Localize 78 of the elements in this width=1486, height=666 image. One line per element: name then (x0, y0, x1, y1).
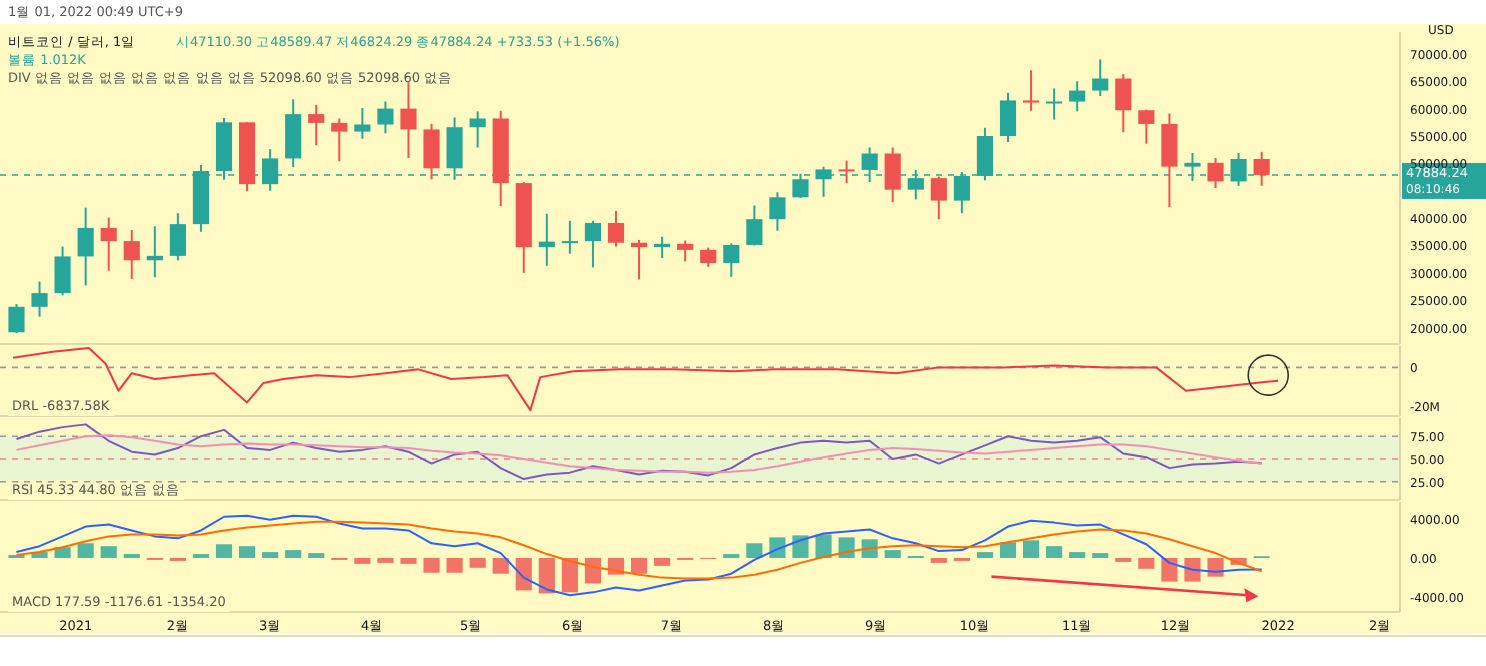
candlestick (377, 100, 394, 135)
bar (999, 542, 1017, 558)
candlestick (1092, 58, 1109, 98)
bar (1022, 540, 1040, 558)
line-series (15, 434, 1263, 474)
bar (446, 557, 463, 573)
bar (976, 552, 994, 558)
bar (815, 534, 832, 558)
line-series (15, 520, 1263, 580)
candlestick (331, 117, 348, 163)
candlestick (8, 303, 25, 335)
candlestick (31, 280, 48, 318)
candlestick (584, 219, 602, 269)
candlestick (308, 103, 325, 147)
bar (654, 557, 671, 566)
candlestick (146, 225, 163, 279)
candlestick (538, 212, 555, 267)
candlestick (400, 81, 417, 159)
bar (77, 543, 94, 558)
bar (884, 550, 901, 558)
candlestick (1069, 80, 1086, 113)
bar (285, 550, 302, 558)
bar (354, 557, 371, 564)
candlestick (677, 239, 694, 263)
candlestick (469, 110, 486, 149)
bar (469, 557, 486, 568)
candlestick (1046, 87, 1063, 121)
candlestick (1207, 156, 1224, 189)
bar (1161, 557, 1178, 582)
candlestick (769, 191, 786, 232)
candlestick (884, 146, 901, 204)
bar (238, 546, 256, 558)
candlestick (999, 91, 1017, 144)
bar (1138, 557, 1155, 569)
bar (515, 557, 532, 591)
bar (561, 557, 578, 593)
candlestick (423, 122, 440, 181)
candlestick (654, 235, 671, 260)
candlestick (561, 219, 578, 255)
candlestick (1161, 112, 1178, 209)
candlestick (630, 239, 648, 281)
candlestick (1115, 73, 1132, 134)
candlestick (123, 229, 140, 280)
bar (215, 544, 233, 558)
candlestick (723, 242, 740, 278)
candlestick (1022, 69, 1040, 112)
bar (423, 557, 440, 573)
bar (538, 557, 555, 594)
bar (492, 557, 509, 574)
candlestick (838, 159, 855, 185)
candlestick (746, 204, 763, 247)
bar (630, 557, 648, 574)
candlestick (100, 216, 117, 272)
candlestick (54, 245, 71, 297)
bar (1069, 552, 1086, 558)
line-series (15, 423, 1263, 481)
candlestick (1253, 150, 1270, 187)
bar (262, 552, 279, 558)
candlestick (169, 212, 186, 262)
candlestick (285, 98, 302, 169)
bar (792, 535, 809, 558)
bar (100, 546, 117, 558)
bar (930, 557, 947, 563)
bar (54, 547, 71, 558)
bar (1184, 557, 1201, 582)
line-series (15, 514, 1263, 597)
bar (400, 557, 417, 564)
bar (1046, 546, 1063, 558)
bar (584, 557, 602, 584)
candlestick (930, 175, 947, 221)
bar (838, 537, 855, 558)
candlestick (354, 107, 371, 140)
bar (746, 543, 763, 558)
candlestick (700, 246, 717, 268)
candlestick (1138, 108, 1155, 145)
bar (377, 557, 394, 563)
candlestick (607, 209, 625, 248)
candlestick (77, 206, 94, 287)
